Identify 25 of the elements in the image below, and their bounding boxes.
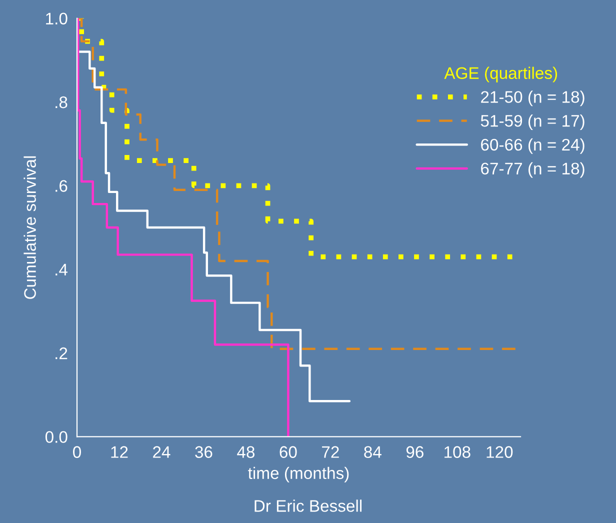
x-tick-label: 24 <box>153 446 170 458</box>
y-axis-title: Cumulative survival <box>24 156 36 299</box>
x-axis-title: time (months) <box>248 466 349 482</box>
x-tick-label: 48 <box>237 446 255 458</box>
x-tick-label: 72 <box>322 446 339 458</box>
y-tick-label: .6 <box>56 180 68 192</box>
y-tick-label: .8 <box>56 96 68 108</box>
legend-title: AGE (quartiles) <box>444 66 558 82</box>
x-tick-label: 0 <box>73 446 81 458</box>
y-tick-label: .4 <box>56 264 68 276</box>
y-tick-label: .2 <box>56 347 68 360</box>
x-tick-label: 12 <box>111 446 128 458</box>
legend-label: 60-66 (n = 24) <box>481 138 584 154</box>
x-tick-label: 120 <box>486 446 513 458</box>
y-tick-label: 0.0 <box>45 431 68 443</box>
x-tick-label: 60 <box>280 446 297 458</box>
text: Dr Eric Bessell <box>254 500 362 512</box>
x-tick-label: 36 <box>195 446 212 458</box>
legend-label: 51-59 (n = 17) <box>480 114 584 130</box>
x-tick-label: 84 <box>364 446 382 458</box>
y-tick-label: 1.0 <box>46 12 68 25</box>
legend-label: 21-50 (n = 18) <box>481 90 584 106</box>
x-tick-label: 108 <box>444 446 470 458</box>
x-tick-label: 96 <box>406 446 424 458</box>
legend-label: 67-77 (n = 18) <box>481 162 584 178</box>
